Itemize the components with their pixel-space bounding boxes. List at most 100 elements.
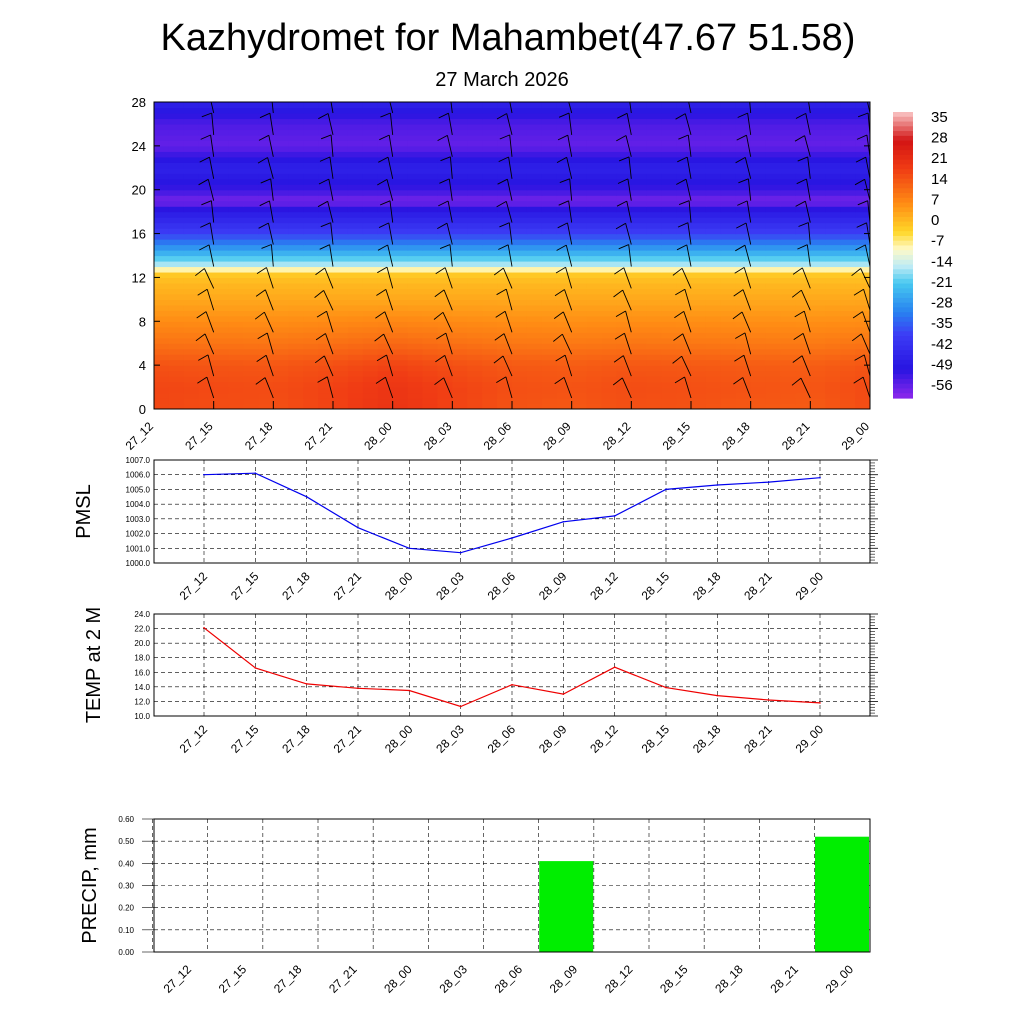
heatmap-cell <box>855 332 870 339</box>
heatmap-cell <box>258 321 274 328</box>
heatmap-cell <box>452 288 468 295</box>
wind-barb-staff <box>266 267 274 289</box>
heatmap-cell <box>646 189 662 196</box>
heatmap-cell <box>825 288 841 295</box>
wind-barb-staff <box>804 201 811 223</box>
heatmap-cell <box>452 376 468 383</box>
wind-barb <box>555 266 573 289</box>
heatmap-cell <box>691 304 707 311</box>
heatmap-cell <box>318 315 334 322</box>
heatmap-cell <box>213 381 230 388</box>
wind-barb-flag <box>136 378 145 385</box>
heatmap-cell <box>556 282 573 289</box>
heatmap-cell <box>422 387 439 394</box>
heatmap-cell <box>377 403 394 409</box>
heatmap-cell <box>303 310 319 317</box>
wind-barb <box>737 112 752 135</box>
wind-barb-staff <box>625 135 632 157</box>
heatmap-cell <box>541 167 558 174</box>
heatmap-cell <box>735 107 752 114</box>
heatmap-cell <box>541 151 558 158</box>
heatmap-cell <box>750 233 767 240</box>
heatmap-cell <box>198 156 215 163</box>
heatmap-cell <box>303 304 319 311</box>
heatmap-cell <box>318 370 334 377</box>
heatmap-cell <box>452 370 468 377</box>
heatmap-cell <box>825 381 841 388</box>
wind-barb <box>734 354 752 377</box>
heatmap-cell <box>288 184 304 191</box>
heatmap-cell <box>616 304 632 311</box>
heatmap-cell <box>198 288 215 295</box>
colorbar-swatch <box>893 383 913 390</box>
heatmap-cell <box>467 381 483 388</box>
heatmap-cell <box>526 392 543 399</box>
wind-barb-staff <box>807 156 811 179</box>
heatmap-cell <box>452 239 468 246</box>
wind-barb-flag <box>435 267 446 275</box>
heatmap-cell <box>392 299 409 306</box>
heatmap-cell <box>258 162 274 169</box>
colorbar-swatch <box>893 150 913 156</box>
heatmap-cell <box>347 260 364 268</box>
heatmap-cell <box>661 112 677 120</box>
wind-barb-flag <box>199 92 209 97</box>
heatmap-cell <box>198 299 215 306</box>
wind-barb-staff <box>386 354 394 377</box>
heatmap-cell <box>855 370 870 377</box>
heatmap-cell <box>855 387 870 394</box>
heatmap-cell <box>780 140 797 147</box>
heatmap-cell <box>422 255 439 262</box>
colorbar-label: -7 <box>931 233 944 250</box>
wind-barb-flag <box>314 355 325 364</box>
heatmap-cell <box>467 173 483 180</box>
wind-barb <box>852 311 870 333</box>
wind-barb-staff <box>386 179 394 201</box>
heatmap-cell <box>154 167 170 174</box>
heatmap-cell <box>825 403 841 409</box>
heatmap-cell <box>855 206 870 213</box>
wind-barb-staff <box>566 157 573 179</box>
heatmap-cell <box>437 206 453 213</box>
heatmap-cell <box>780 217 797 224</box>
colorbar-swatch <box>893 269 913 275</box>
heatmap-cell <box>198 195 215 202</box>
wind-barb-staff <box>503 333 513 355</box>
heatmap-cell <box>213 321 230 328</box>
heatmap-cell <box>810 277 826 284</box>
heatmap-cell <box>855 365 870 372</box>
heatmap-cell <box>154 222 170 229</box>
heatmap-cell <box>855 112 870 120</box>
heatmap-cell <box>556 398 573 405</box>
wind-barb <box>378 156 394 179</box>
heatmap-cell <box>392 403 409 409</box>
heatmap-cell <box>258 337 274 344</box>
wind-barb-staff <box>746 135 752 157</box>
heatmap-cell <box>422 381 439 388</box>
heatmap-cell <box>437 271 453 279</box>
heatmap-cell <box>750 310 767 317</box>
heatmap-cell <box>228 173 245 180</box>
wind-barb-staff <box>506 113 513 136</box>
heatmap-cell <box>467 244 483 251</box>
heatmap-cell <box>676 129 692 136</box>
heatmap-cell <box>452 222 468 229</box>
heatmap-cell <box>512 184 528 191</box>
heatmap-cell <box>556 162 573 169</box>
heatmap-cell <box>303 315 319 322</box>
heatmap-cell <box>467 266 483 273</box>
heatmap-cell <box>303 206 319 213</box>
heatmap-cell <box>795 315 811 322</box>
wind-barb <box>379 134 394 157</box>
heatmap-cell <box>497 140 513 147</box>
series-point <box>613 515 616 517</box>
heatmap-cell <box>183 332 200 339</box>
heatmap-cell <box>601 189 618 196</box>
heatmap-cell <box>243 299 260 306</box>
heat-x-tick-label: 28_03 <box>421 419 455 453</box>
wind-barb-flag <box>737 200 748 206</box>
wind-barb <box>439 178 453 201</box>
heatmap-cell <box>661 184 677 191</box>
heatmap-cell <box>497 266 513 273</box>
